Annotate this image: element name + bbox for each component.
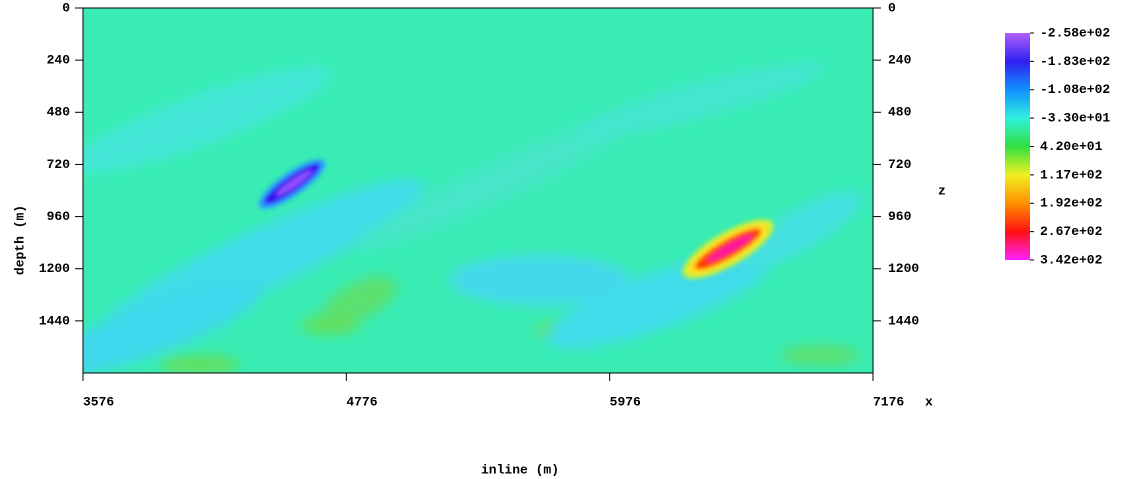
x-tick-label: 7176	[873, 394, 904, 409]
y-tick-label-right: 1440	[888, 313, 919, 328]
x-tick-label: 5976	[610, 394, 641, 409]
y-axis-label: depth (m)	[12, 205, 27, 275]
y-tick-label: 480	[47, 105, 71, 120]
colorbar-tick-label: 1.92e+02	[1040, 196, 1103, 211]
colorbar	[1005, 33, 1030, 260]
field	[83, 8, 873, 373]
y-tick-label-right: 480	[888, 105, 912, 120]
x-axis-label: inline (m)	[481, 462, 559, 477]
y-tick-label: 0	[62, 0, 70, 15]
y-tick-label-right: 720	[888, 157, 912, 172]
plot-frame	[82, 7, 874, 374]
colorbar-tick-label: -3.30e+01	[1040, 111, 1110, 126]
x-tick-label: 3576	[83, 394, 114, 409]
colorbar-tick-label: 3.42e+02	[1040, 252, 1103, 267]
colorbar-tick-label: -1.83e+02	[1040, 54, 1110, 69]
y-tick-label: 960	[47, 209, 71, 224]
colorbar-tick-label: -1.08e+02	[1040, 82, 1110, 97]
colorbar-tick-label: 2.67e+02	[1040, 224, 1103, 239]
y-tick-label-right: 0	[888, 0, 896, 15]
field-texture	[83, 62, 862, 373]
colorbar-tick-label: 4.20e+01	[1040, 139, 1103, 154]
y-tick-label: 720	[47, 157, 71, 172]
y-tick-label-right: 1200	[888, 261, 919, 276]
x-axis-name: x	[925, 394, 933, 409]
colorbar-tick-label: -2.58e+02	[1040, 25, 1110, 40]
y-tick-label-right: 240	[888, 53, 912, 68]
anomalies	[258, 159, 774, 279]
z-axis-name: z	[938, 183, 946, 198]
y-tick-label: 1440	[39, 313, 70, 328]
y-tick-label: 240	[47, 53, 71, 68]
x-tick-label: 4776	[346, 394, 377, 409]
y-tick-label: 1200	[39, 261, 70, 276]
y-tick-label-right: 960	[888, 209, 912, 224]
colorbar-tick-label: 1.17e+02	[1040, 167, 1103, 182]
